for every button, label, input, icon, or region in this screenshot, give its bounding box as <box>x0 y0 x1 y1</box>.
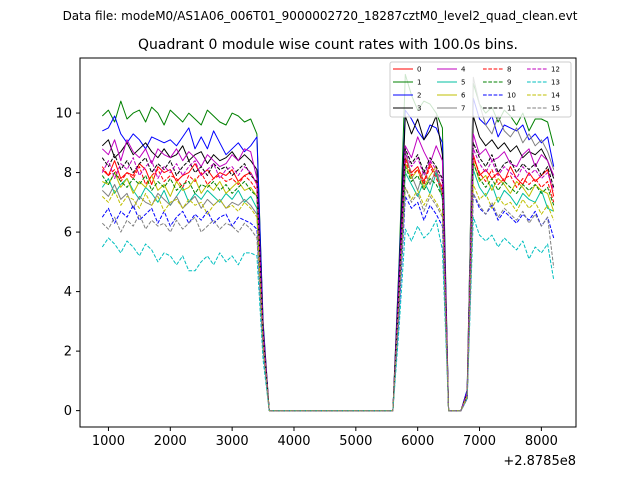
legend-label-8: 8 <box>507 66 511 74</box>
legend-label-14: 14 <box>551 92 560 100</box>
legend-label-9: 9 <box>507 79 511 87</box>
legend-label-11: 11 <box>507 105 516 113</box>
x-tick-label: 4000 <box>277 434 310 449</box>
y-tick-label: 6 <box>64 226 72 241</box>
series-line-8 <box>101 157 555 412</box>
legend-label-13: 13 <box>551 79 560 87</box>
chart-suptitle: Data file: modeM0/AS1A06_006T01_90000027… <box>63 9 578 23</box>
x-tick-label: 2000 <box>154 434 187 449</box>
x-tick-label: 7000 <box>463 434 496 449</box>
series-layer <box>101 73 555 412</box>
x-axis: 1000 2000 3000 4000 5000 6000 7000 8000 <box>92 427 558 449</box>
y-tick-label: 4 <box>64 285 72 300</box>
y-axis: 0 2 4 6 8 10 <box>55 107 80 419</box>
y-tick-label: 8 <box>64 166 72 181</box>
series-line-15 <box>101 186 555 412</box>
legend-label-10: 10 <box>507 92 516 100</box>
legend-label-5: 5 <box>461 79 465 87</box>
legend-label-4: 4 <box>461 66 466 74</box>
legend-label-15: 15 <box>551 105 560 113</box>
legend-label-3: 3 <box>417 105 421 113</box>
legend-label-7: 7 <box>461 105 465 113</box>
x-tick-label: 1000 <box>92 434 125 449</box>
legend-label-1: 1 <box>417 79 421 87</box>
chart-title: Quadrant 0 module wise count rates with … <box>138 37 518 53</box>
legend-label-12: 12 <box>551 66 560 74</box>
series-line-11 <box>101 142 555 412</box>
x-tick-label: 3000 <box>216 434 249 449</box>
x-tick-label: 6000 <box>401 434 434 449</box>
x-tick-label: 5000 <box>339 434 372 449</box>
y-tick-label: 10 <box>55 107 72 122</box>
y-tick-label: 0 <box>64 404 72 419</box>
y-tick-label: 2 <box>64 345 72 360</box>
x-offset-label: +2.8785e8 <box>503 454 576 469</box>
legend-label-2: 2 <box>417 92 421 100</box>
series-line-9 <box>101 163 555 412</box>
plot-frame <box>79 57 577 428</box>
legend-frame <box>389 61 572 118</box>
legend-label-0: 0 <box>417 66 421 74</box>
legend-label-6: 6 <box>461 92 466 100</box>
x-tick-label: 8000 <box>525 434 558 449</box>
